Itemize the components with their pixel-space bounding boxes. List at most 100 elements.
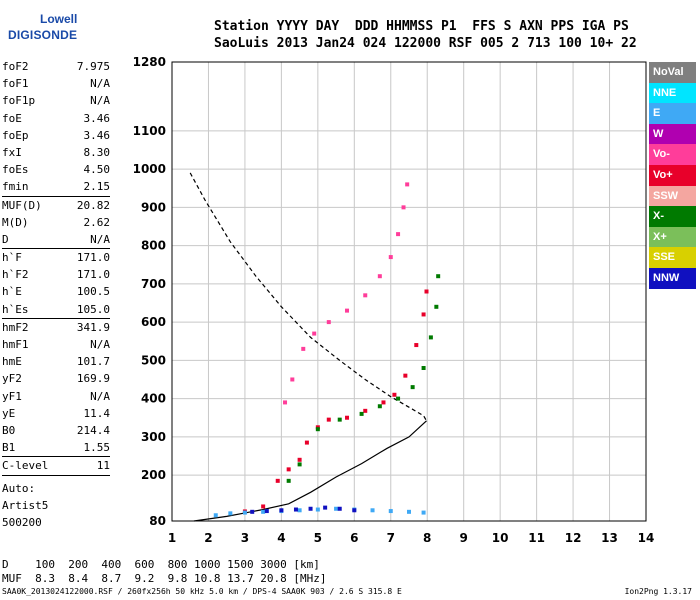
legend-entry: SSW [649,185,696,207]
echo-point [352,508,357,513]
param-row: foF1 N/A [2,75,110,92]
x-tick-label: 14 [638,531,655,545]
param-separator [2,456,110,458]
y-tick-label: 700 [141,277,166,291]
param-value: 101.7 [76,355,110,369]
param-value: 1.55 [83,441,111,455]
y-tick-label: 80 [149,514,166,528]
param-row: fxI 8.30 [2,144,110,161]
profile-extrapolation [189,172,428,422]
x-tick-label: 6 [350,531,358,545]
legend-entry: Vo- [649,144,696,165]
header-line-2: SaoLuis 2013 Jan24 024 122000 RSF 005 2 … [214,36,637,51]
y-tick-label: 1100 [133,124,166,138]
param-name: fmin [2,180,29,194]
x-tick-labels: 1 2 3 4 5 6 7 8 9 10 11 12 13 14 [168,531,655,545]
param-row: yF1 N/A [2,388,110,405]
auto-label: Auto: [2,482,36,495]
echo-point [370,508,375,513]
param-row: C-level 11 [2,457,110,474]
echo-point [279,508,284,513]
echo-point [297,462,302,467]
y-tick-label: 500 [141,353,166,367]
echo-point [337,506,342,511]
digisonde-logo: Lowell DIGISONDE [4,8,79,48]
param-name: h`Es [2,302,29,316]
param-row: h`F 171.0 [2,249,110,266]
echo-point [410,385,415,390]
param-value: 105.0 [76,302,110,316]
muf-table: D 100 200 400 600 800 1000 1500 3000 [km… [2,558,327,586]
x-tick-label: 8 [423,531,431,545]
y-tick-label: 1280 [133,55,166,69]
echo-point [436,274,441,279]
echo-point [405,182,410,187]
param-row: foEp 3.46 [2,127,110,144]
echo-point [286,478,291,483]
echo-point [297,457,302,462]
param-name: fxI [2,145,22,159]
plot-grid [171,61,647,522]
param-name: foE [2,111,22,125]
plot-axes [171,61,647,522]
param-name: foEs [2,163,29,177]
param-row: MUF(D) 20.82 [2,197,110,214]
echo-point [228,511,233,516]
version-label: Ion2Png 1.3.17 [624,587,692,596]
param-value: 214.4 [76,423,110,437]
legend-entry: SSE [649,247,696,268]
param-value: 7.975 [76,60,110,73]
echo-point [377,404,382,409]
param-value: 20.82 [76,198,110,212]
echo-point [345,308,350,313]
param-name: h`F2 [2,268,29,282]
param-row: h`E 100.5 [2,283,110,300]
x-tick-label: 11 [528,531,545,545]
echo-point [315,507,320,512]
x-tick-label: 10 [492,531,509,545]
auto-version: 500200 [2,516,42,529]
param-row: hmF2 341.9 [2,319,110,336]
echo-point [261,509,266,514]
echo-point [434,304,439,309]
echo-point [345,415,350,420]
echo-point [388,255,393,260]
legend-entry: NoVal [649,62,696,83]
echo-point [297,508,302,513]
x-tick-label: 2 [204,531,212,545]
param-name: D [2,232,9,246]
y-tick-label: 800 [141,239,166,253]
param-name: yF2 [2,372,22,386]
header-line-1: Station YYYY DAY DDD HHMMSS P1 FFS S AXN… [214,19,629,34]
file-info-footer: SAA0K_2013024122000.RSF / 260fx256h 50 k… [2,587,402,596]
echo-point [242,510,247,515]
x-tick-label: 13 [601,531,618,545]
echo-point [421,366,426,370]
param-row: hmF1 N/A [2,336,110,353]
legend-entry: NNE [649,82,696,104]
true-height-profile [193,420,427,522]
y-tick-label: 200 [141,468,166,482]
param-name: MUF(D) [2,198,42,212]
param-name: h`E [2,285,22,299]
echo-point [337,417,342,422]
legend-entry: X- [649,206,696,227]
y-tick-label: 1000 [133,162,166,176]
logo-lowell-text: Lowell [40,12,78,26]
param-name: foF1p [2,94,36,108]
param-name: h`F [2,251,22,265]
param-row: foF1p N/A [2,92,110,109]
param-value: 171.0 [76,268,110,282]
param-value: 169.9 [76,372,110,386]
param-row: yE 11.4 [2,405,110,422]
param-row: yF2 169.9 [2,370,110,387]
plot-frame [171,61,647,522]
param-name: foF1 [2,77,29,91]
echo-point [264,509,269,514]
y-tick-label: 300 [141,430,166,444]
param-separator [2,317,110,319]
legend-entry: W [649,123,696,145]
x-tick-label: 1 [168,531,176,545]
param-row: D N/A [2,231,110,248]
